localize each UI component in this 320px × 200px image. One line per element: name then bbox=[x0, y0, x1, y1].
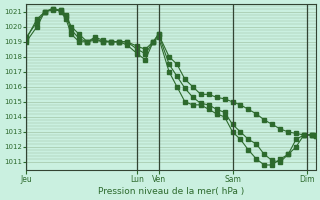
X-axis label: Pression niveau de la mer( hPa ): Pression niveau de la mer( hPa ) bbox=[98, 187, 244, 196]
